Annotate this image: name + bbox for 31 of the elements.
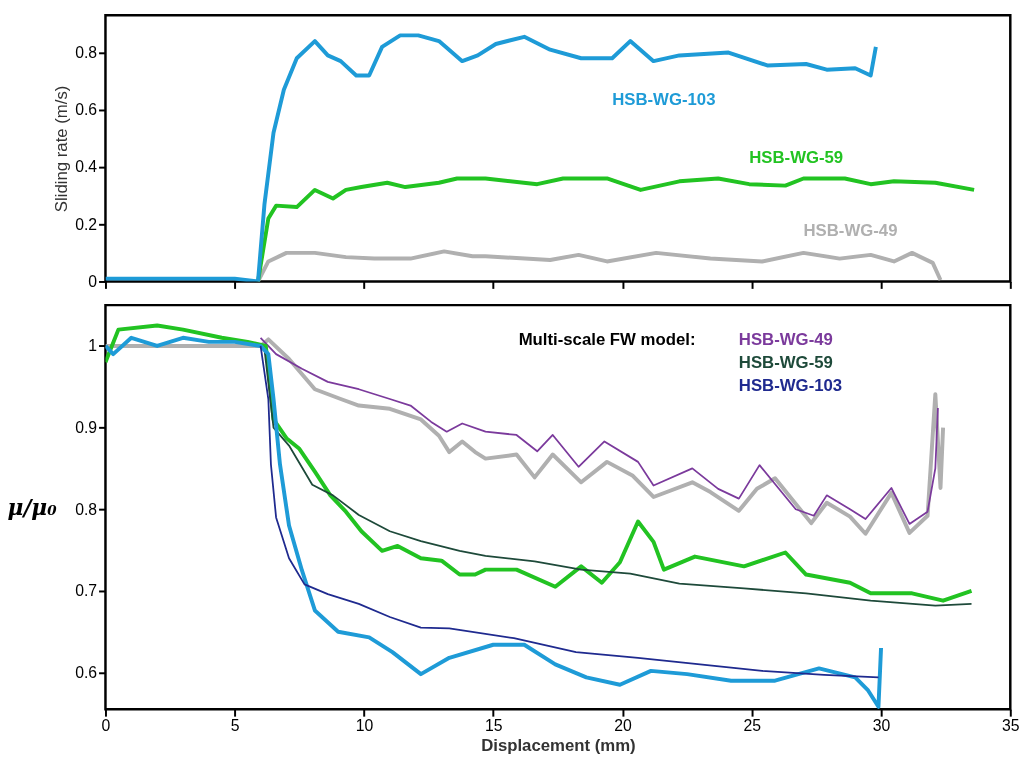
series-label: HSB-WG-59 — [749, 148, 844, 168]
line-series — [105, 323, 974, 603]
x-tick-label: 35 — [1002, 717, 1020, 735]
x-tick-label: 20 — [614, 717, 632, 735]
line-series — [105, 335, 884, 709]
x-tick-label: 5 — [230, 717, 240, 735]
y-tick-label: 0.6 — [75, 101, 98, 119]
x-tick-label: 10 — [355, 717, 374, 735]
text: HSB-WG-49 — [738, 329, 833, 349]
x-tick-label: 30 — [872, 717, 891, 735]
y-tick-label: 0.8 — [75, 500, 98, 518]
y-tick-label: 0.7 — [75, 582, 98, 600]
y-axis-title: μ/μ₀ — [7, 494, 58, 520]
y-tick-label: 0.9 — [75, 419, 98, 437]
x-tick-label: 25 — [743, 717, 762, 735]
x-axis-title: Displacement (mm) — [481, 736, 636, 756]
y-tick-label: 0.2 — [75, 215, 98, 233]
y-tick-label: 0.4 — [75, 158, 98, 176]
line-series — [259, 345, 880, 679]
series-label: HSB-WG-49 — [803, 221, 898, 241]
x-tick-label: 15 — [484, 717, 503, 735]
y-tick-label: 0.6 — [75, 663, 98, 681]
text: HSB-WG-59 — [738, 352, 833, 372]
y-tick-label: 0 — [88, 272, 98, 290]
x-tick-label: 0 — [101, 717, 111, 735]
y-axis-title: Sliding rate (m/s) — [52, 85, 72, 213]
y-tick-label: 0.8 — [75, 43, 98, 61]
legend-title: Multi-scale FW model: — [518, 329, 696, 349]
series-label: HSB-WG-103 — [612, 89, 716, 109]
text: HSB-WG-103 — [738, 375, 843, 395]
y-tick-label: 1 — [88, 337, 98, 355]
